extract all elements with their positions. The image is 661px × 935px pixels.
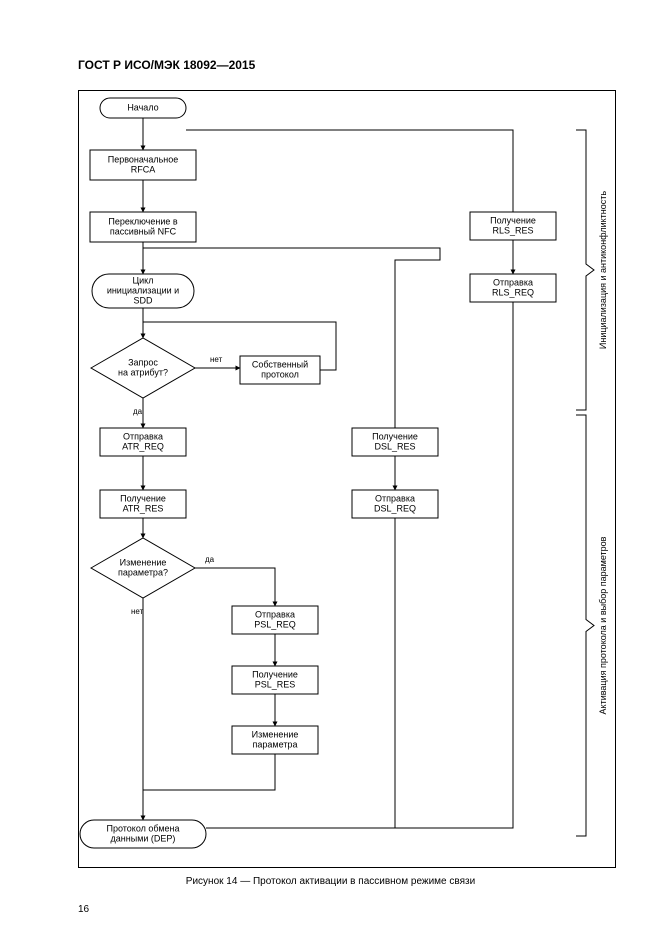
svg-text:RLS_REQ: RLS_REQ	[492, 287, 534, 297]
node-sdd: Циклинициализации иSDD	[92, 274, 194, 308]
svg-text:протокол: протокол	[261, 369, 299, 379]
svg-text:DSL_REQ: DSL_REQ	[374, 503, 416, 513]
svg-text:на атрибут?: на атрибут?	[118, 367, 168, 377]
svg-text:Инициализация и антиконфликтно: Инициализация и антиконфликтность	[598, 191, 608, 350]
svg-text:Цикл: Цикл	[133, 275, 154, 285]
node-chg: Изменениепараметра	[232, 726, 318, 754]
node-atrreq: ОтправкаATR_REQ	[100, 428, 186, 456]
svg-text:нет: нет	[131, 607, 144, 616]
svg-text:ATR_RES: ATR_RES	[123, 503, 164, 513]
node-rlsreq: ОтправкаRLS_REQ	[470, 274, 556, 302]
svg-text:DSL_RES: DSL_RES	[374, 441, 415, 451]
node-passive: Переключение впассивный NFC	[90, 212, 196, 242]
node-dslres: ПолучениеDSL_RES	[352, 428, 438, 456]
svg-text:параметра?: параметра?	[118, 567, 168, 577]
svg-text:данными (DEP): данными (DEP)	[111, 833, 176, 843]
node-rfca: ПервоначальноеRFCA	[90, 150, 196, 180]
svg-text:Изменение: Изменение	[120, 557, 167, 567]
svg-text:Переключение в: Переключение в	[108, 216, 178, 226]
flowchart-canvas: да нет да нет Начало ПервоначальноеRFCA Перекл…	[0, 0, 661, 935]
node-own: Собственныйпротокол	[240, 356, 320, 384]
svg-text:да: да	[133, 407, 143, 416]
svg-text:Первоначальное: Первоначальное	[108, 154, 179, 164]
svg-text:RLS_RES: RLS_RES	[492, 225, 533, 235]
page: ГОСТ Р ИСО/МЭК 18092—2015 данетданетНача…	[0, 0, 661, 935]
svg-text:RFCA: RFCA	[131, 164, 156, 174]
svg-text:SDD: SDD	[133, 295, 153, 305]
svg-text:Отправка: Отправка	[493, 277, 533, 287]
node-start: Начало	[100, 98, 186, 118]
svg-text:да: да	[205, 555, 215, 564]
svg-text:Отправка: Отправка	[123, 431, 163, 441]
svg-text:Отправка: Отправка	[375, 493, 415, 503]
node-dep: Протокол обменаданными (DEP)	[80, 820, 206, 848]
figure-caption: Рисунок 14 — Протокол активации в пассив…	[0, 876, 661, 887]
svg-text:Получение: Получение	[372, 431, 418, 441]
svg-text:Запрос: Запрос	[128, 357, 158, 367]
node-attr: Запросна атрибут?	[91, 338, 195, 398]
node-pslres: ПолучениеPSL_RES	[232, 666, 318, 694]
svg-text:Получение: Получение	[252, 669, 298, 679]
node-rlsres: ПолучениеRLS_RES	[470, 212, 556, 240]
page-number: 16	[78, 904, 89, 915]
svg-text:инициализации и: инициализации и	[107, 285, 179, 295]
svg-text:Собственный: Собственный	[252, 359, 308, 369]
svg-text:PSL_REQ: PSL_REQ	[254, 619, 296, 629]
svg-text:Активация протокола и выбор па: Активация протокола и выбор параметров	[598, 536, 608, 714]
svg-text:Получение: Получение	[120, 493, 166, 503]
svg-text:пассивный NFC: пассивный NFC	[110, 226, 177, 236]
node-pslreq: ОтправкаPSL_REQ	[232, 606, 318, 634]
svg-text:Протокол обмена: Протокол обмена	[106, 823, 179, 833]
svg-text:нет: нет	[210, 355, 223, 364]
svg-text:Начало: Начало	[127, 102, 158, 112]
svg-text:параметра: параметра	[253, 739, 298, 749]
svg-text:Отправка: Отправка	[255, 609, 295, 619]
svg-text:ATR_REQ: ATR_REQ	[122, 441, 164, 451]
node-atrres: ПолучениеATR_RES	[100, 490, 186, 518]
svg-text:Изменение: Изменение	[252, 729, 299, 739]
node-param: Изменениепараметра?	[91, 538, 195, 598]
svg-text:PSL_RES: PSL_RES	[255, 679, 296, 689]
svg-text:Получение: Получение	[490, 215, 536, 225]
node-dslreq: ОтправкаDSL_REQ	[352, 490, 438, 518]
